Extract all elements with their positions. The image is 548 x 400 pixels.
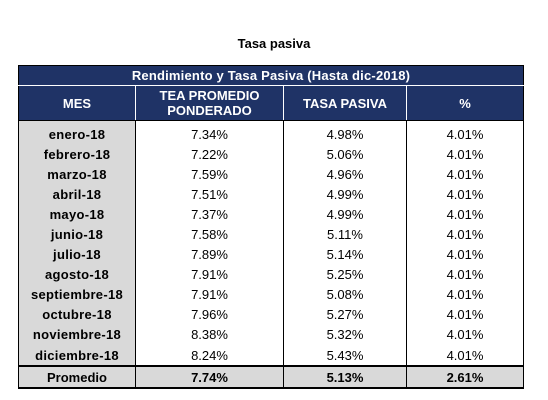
footer-pct: 2.61% xyxy=(405,365,525,390)
table-caption: Rendimiento y Tasa Pasiva (Hasta dic-201… xyxy=(17,65,525,86)
column-header-tea-line2: PONDERADO xyxy=(167,103,252,118)
cell-pct: 4.01% xyxy=(405,184,525,205)
cell-mes: diciembre-18 xyxy=(18,345,136,368)
cell-tea: 7.22% xyxy=(135,144,284,165)
page-title: Tasa pasiva xyxy=(237,36,311,51)
table-row: junio-18 7.58% 5.11% 4.01% xyxy=(18,224,525,245)
table-row: abril-18 7.51% 4.99% 4.01% xyxy=(18,184,525,205)
cell-mes: marzo-18 xyxy=(18,164,136,185)
cell-tasa: 5.08% xyxy=(283,284,407,305)
cell-tasa: 4.99% xyxy=(283,184,407,205)
cell-tea: 8.38% xyxy=(135,324,284,346)
cell-tasa: 5.14% xyxy=(283,244,407,265)
table-row: enero-18 7.34% 4.98% 4.01% xyxy=(18,120,525,145)
footer-label: Promedio xyxy=(18,365,136,390)
cell-tea: 7.59% xyxy=(135,164,284,185)
cell-mes: abril-18 xyxy=(18,184,136,205)
footer-tea: 7.74% xyxy=(135,365,284,390)
cell-pct: 4.01% xyxy=(405,144,525,165)
cell-tasa: 4.98% xyxy=(283,120,407,145)
column-header-tasa: TASA PASIVA xyxy=(283,85,407,121)
cell-tea: 7.89% xyxy=(135,244,284,265)
cell-mes: junio-18 xyxy=(18,224,136,245)
cell-pct: 4.01% xyxy=(405,224,525,245)
table-row: julio-18 7.89% 5.14% 4.01% xyxy=(18,244,525,265)
table-row: septiembre-18 7.91% 5.08% 4.01% xyxy=(18,284,525,305)
rates-table: Rendimiento y Tasa Pasiva (Hasta dic-201… xyxy=(17,65,525,390)
cell-tasa: 4.96% xyxy=(283,164,407,185)
cell-pct: 4.01% xyxy=(405,244,525,265)
cell-mes: agosto-18 xyxy=(18,264,136,285)
cell-pct: 4.01% xyxy=(405,284,525,305)
cell-pct: 4.01% xyxy=(405,164,525,185)
cell-mes: julio-18 xyxy=(18,244,136,265)
table-row: noviembre-18 8.38% 5.32% 4.01% xyxy=(18,324,525,346)
cell-pct: 4.01% xyxy=(405,120,525,145)
cell-mes: mayo-18 xyxy=(18,204,136,225)
column-header-tea-line1: TEA PROMEDIO xyxy=(159,88,260,103)
cell-tasa: 5.43% xyxy=(283,345,407,368)
cell-pct: 4.01% xyxy=(405,345,525,368)
cell-tasa: 5.06% xyxy=(283,144,407,165)
cell-tea: 7.91% xyxy=(135,264,284,285)
cell-tasa: 5.32% xyxy=(283,324,407,346)
cell-tasa: 4.99% xyxy=(283,204,407,225)
footer-tasa: 5.13% xyxy=(283,365,407,390)
column-header-tea: TEA PROMEDIO PONDERADO xyxy=(135,85,284,121)
cell-mes: octubre-18 xyxy=(18,304,136,325)
cell-pct: 4.01% xyxy=(405,204,525,225)
cell-pct: 4.01% xyxy=(405,324,525,346)
cell-tasa: 5.27% xyxy=(283,304,407,325)
column-header-pct: % xyxy=(405,85,525,121)
table-row: febrero-18 7.22% 5.06% 4.01% xyxy=(18,144,525,165)
cell-tea: 7.37% xyxy=(135,204,284,225)
cell-tea: 7.51% xyxy=(135,184,284,205)
cell-tea: 8.24% xyxy=(135,345,284,368)
cell-tea: 7.58% xyxy=(135,224,284,245)
cell-pct: 4.01% xyxy=(405,304,525,325)
column-header-row: MES TEA PROMEDIO PONDERADO TASA PASIVA % xyxy=(18,85,525,121)
table-row: agosto-18 7.91% 5.25% 4.01% xyxy=(18,264,525,285)
cell-mes: septiembre-18 xyxy=(18,284,136,305)
cell-tea: 7.91% xyxy=(135,284,284,305)
cell-tasa: 5.11% xyxy=(283,224,407,245)
cell-pct: 4.01% xyxy=(405,264,525,285)
table-row: mayo-18 7.37% 4.99% 4.01% xyxy=(18,204,525,225)
cell-mes: febrero-18 xyxy=(18,144,136,165)
table-body: enero-18 7.34% 4.98% 4.01% febrero-18 7.22% 5.… xyxy=(18,120,525,368)
cell-mes: noviembre-18 xyxy=(18,324,136,346)
caption-row: Rendimiento y Tasa Pasiva (Hasta dic-201… xyxy=(17,65,525,86)
table-row: diciembre-18 8.24% 5.43% 4.01% xyxy=(18,345,525,368)
cell-tea: 7.96% xyxy=(135,304,284,325)
table-footer: Promedio 7.74% 5.13% 2.61% xyxy=(18,365,525,390)
cell-mes: enero-18 xyxy=(18,120,136,145)
column-header-mes: MES xyxy=(18,85,136,121)
cell-tasa: 5.25% xyxy=(283,264,407,285)
footer-row: Promedio 7.74% 5.13% 2.61% xyxy=(18,365,525,390)
table-row: marzo-18 7.59% 4.96% 4.01% xyxy=(18,164,525,185)
cell-tea: 7.34% xyxy=(135,120,284,145)
table-row: octubre-18 7.96% 5.27% 4.01% xyxy=(18,304,525,325)
table-header: Rendimiento y Tasa Pasiva (Hasta dic-201… xyxy=(17,65,525,121)
